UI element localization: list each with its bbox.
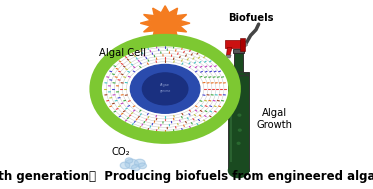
Polygon shape xyxy=(153,8,161,15)
Polygon shape xyxy=(144,15,154,20)
Polygon shape xyxy=(228,72,249,76)
Circle shape xyxy=(120,162,130,169)
Text: Algal
Growth: Algal Growth xyxy=(257,108,293,130)
Polygon shape xyxy=(226,55,231,58)
Circle shape xyxy=(228,163,249,178)
Text: Algae: Algae xyxy=(160,83,170,87)
Polygon shape xyxy=(234,53,244,72)
Circle shape xyxy=(236,99,239,101)
Polygon shape xyxy=(161,34,169,41)
Circle shape xyxy=(238,114,241,116)
Polygon shape xyxy=(233,49,244,53)
Circle shape xyxy=(236,86,239,88)
Text: 4th generation：  Producing biofuels from engineered algae: 4th generation： Producing biofuels from … xyxy=(0,170,373,183)
Polygon shape xyxy=(240,38,245,51)
Circle shape xyxy=(125,158,133,163)
Polygon shape xyxy=(180,21,190,26)
Polygon shape xyxy=(226,48,232,55)
Circle shape xyxy=(131,165,140,171)
Polygon shape xyxy=(176,15,186,20)
Polygon shape xyxy=(153,31,161,38)
Circle shape xyxy=(150,13,180,33)
Polygon shape xyxy=(228,72,249,171)
Polygon shape xyxy=(169,31,178,38)
Polygon shape xyxy=(230,78,232,162)
Text: genome: genome xyxy=(159,89,171,93)
Text: Biofuels: Biofuels xyxy=(228,13,273,22)
Polygon shape xyxy=(144,26,154,32)
Circle shape xyxy=(134,159,145,167)
Text: CO₂: CO₂ xyxy=(112,147,130,157)
Circle shape xyxy=(237,142,240,144)
Circle shape xyxy=(238,129,241,131)
Circle shape xyxy=(138,163,147,169)
Circle shape xyxy=(131,64,200,113)
Polygon shape xyxy=(140,21,150,26)
Polygon shape xyxy=(225,40,242,48)
Circle shape xyxy=(125,159,138,169)
Polygon shape xyxy=(169,8,178,15)
Polygon shape xyxy=(176,26,186,32)
Circle shape xyxy=(95,40,235,138)
Polygon shape xyxy=(161,6,169,13)
Circle shape xyxy=(142,73,188,105)
Text: Algal Cell: Algal Cell xyxy=(99,48,146,58)
